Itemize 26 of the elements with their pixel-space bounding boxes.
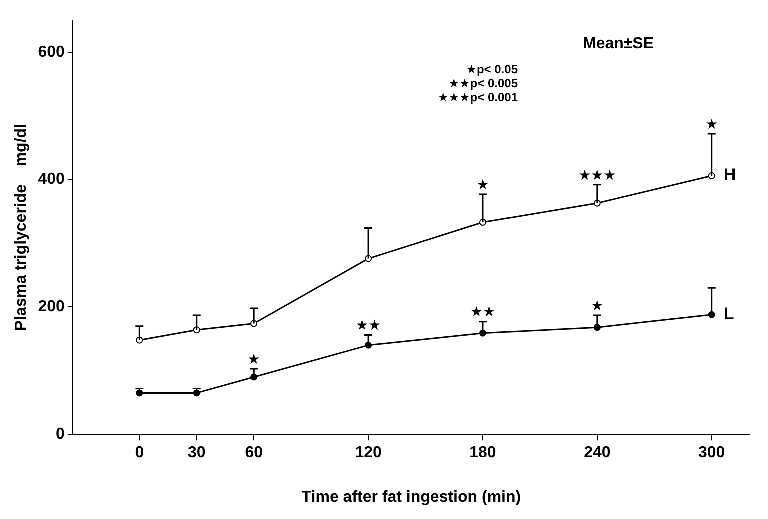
x-tick-label: 0 bbox=[135, 444, 144, 462]
annotation: ★p< 0.05 bbox=[466, 62, 518, 76]
y-tick-label: 0 bbox=[56, 426, 65, 444]
series-label: L bbox=[724, 304, 734, 324]
annotation: ★ bbox=[476, 176, 490, 192]
y-tick-label: 400 bbox=[38, 171, 65, 188]
annotation: ★★★ bbox=[578, 166, 616, 183]
annotation: ★★★p< 0.001 bbox=[438, 90, 518, 104]
annotation: ★ bbox=[248, 350, 260, 367]
annotation: ★★ bbox=[470, 304, 496, 320]
y-axis-title: Plasma triglyceride mg/dl bbox=[13, 124, 30, 332]
x-tick-label: 180 bbox=[470, 444, 496, 462]
annotation: ★ bbox=[706, 116, 718, 132]
x-axis-title: Time after fat ingestion (min) bbox=[302, 488, 522, 506]
y-tick-label: 600 bbox=[38, 44, 65, 61]
annotation: Mean±SE bbox=[583, 35, 654, 52]
x-tick-label: 240 bbox=[584, 444, 611, 462]
series-label: H bbox=[724, 166, 736, 185]
annotation: ★ bbox=[591, 297, 604, 314]
annotation: ★★p< 0.005 bbox=[448, 76, 518, 90]
y-tick-label: 200 bbox=[38, 298, 65, 316]
x-tick-label: 60 bbox=[245, 444, 264, 462]
annotation: ★★ bbox=[356, 317, 382, 334]
x-tick-label: 30 bbox=[188, 444, 206, 462]
x-tick-label: 120 bbox=[355, 444, 382, 462]
x-tick-label: 300 bbox=[698, 444, 726, 462]
